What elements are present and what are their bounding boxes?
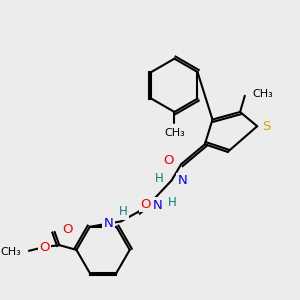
Text: O: O [141, 198, 151, 211]
Text: N: N [104, 217, 113, 230]
Text: H: H [119, 205, 128, 218]
Text: N: N [177, 174, 187, 187]
Text: S: S [262, 120, 270, 133]
Text: CH₃: CH₃ [252, 89, 273, 99]
Text: H: H [155, 172, 164, 185]
Text: N: N [152, 199, 162, 212]
Text: O: O [163, 154, 173, 167]
Text: H: H [168, 196, 177, 209]
Text: O: O [62, 224, 73, 236]
Text: CH₃: CH₃ [164, 128, 185, 138]
Text: CH₃: CH₃ [1, 247, 21, 257]
Text: O: O [39, 241, 50, 254]
